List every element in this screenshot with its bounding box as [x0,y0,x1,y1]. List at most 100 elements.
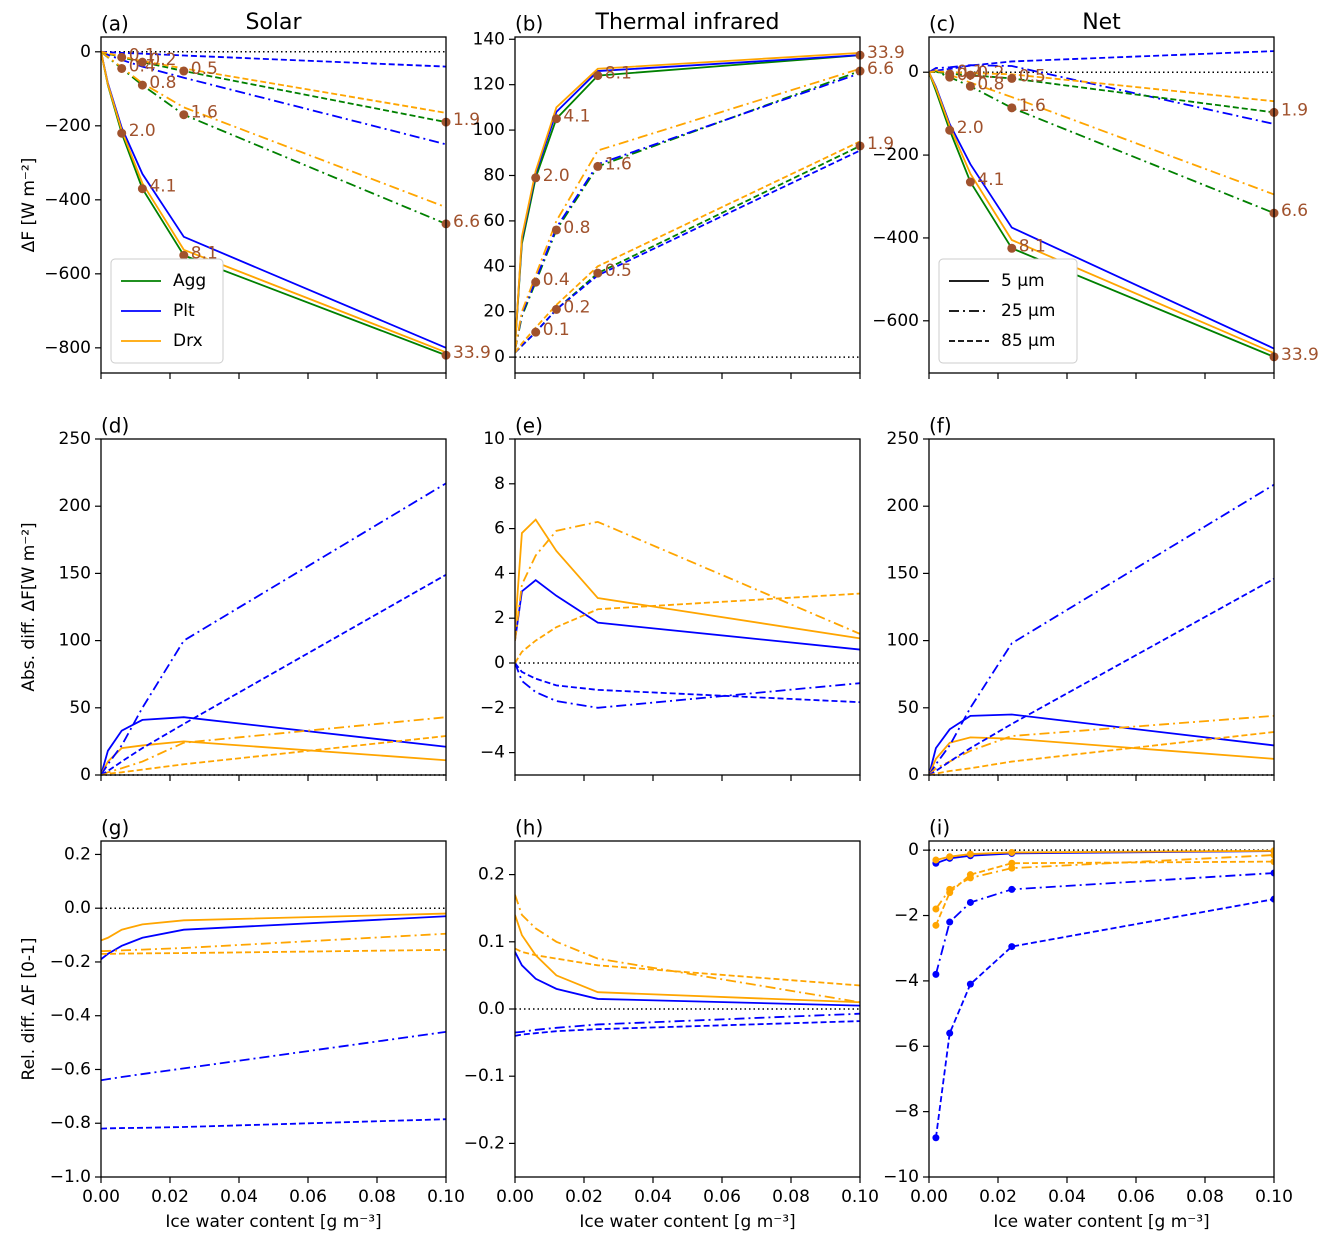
point-label: 8.1 [1019,236,1046,256]
y-axis-label: ΔF [W m⁻²] [19,158,39,253]
point-dot [593,268,603,278]
series-line [101,50,446,114]
point-dot [551,114,561,124]
y-tick-label: 0.1 [478,932,505,952]
legend-label: Agg [173,271,206,291]
y-tick-label: 40 [483,256,505,276]
point-label: 0.4 [543,270,570,290]
point-label: 6.6 [867,59,894,79]
y-tick-label: −0.8 [50,1113,91,1133]
point-dot [965,177,975,187]
point-label: 0.8 [563,218,590,238]
point-label: 8.1 [191,243,218,263]
x-axis-label: Ice water content [g m⁻³] [993,1212,1209,1232]
series-line [935,898,1274,1138]
point-label: 2.0 [129,121,156,141]
y-tick-label: 0 [80,765,91,785]
point-label: 4.1 [149,177,176,197]
x-tick-label: 0.10 [841,1187,879,1207]
x-tick-label: 0.06 [703,1187,741,1207]
series-line [515,947,860,987]
panel-label: (h) [515,816,543,840]
marker [932,970,940,978]
point-label: 0.1 [543,320,570,340]
series-line [515,662,860,704]
point-label: 0.8 [149,73,176,93]
series-line [101,735,446,775]
marker [966,980,974,988]
series-line [935,872,1274,975]
plot-area [101,50,446,357]
x-tick-label: 0.00 [910,1187,948,1207]
legend-box [938,258,1078,364]
point-label: 2.0 [957,118,984,138]
point-dot [945,125,955,135]
legend-label: Plt [173,301,195,321]
y-tick-label: 200 [59,496,91,516]
point-label: 0.2 [977,63,1004,83]
series-line [929,64,1274,125]
y-tick-label: −0.4 [50,1006,91,1026]
x-tick-label: 0.04 [1048,1187,1086,1207]
series-line [515,914,860,1004]
series-line [515,51,860,346]
point-dot [117,128,127,138]
y-tick-label: 140 [473,29,505,49]
series-line [101,932,446,953]
series-line [929,713,1274,775]
series-line [929,714,1274,775]
marker [1008,859,1016,867]
point-dot [1007,73,1017,83]
x-tick-label: 0.10 [427,1187,465,1207]
y-tick-label: 200 [887,496,919,516]
y-tick-label: −2 [480,698,505,718]
x-tick-label: 0.08 [772,1187,810,1207]
point-dot [137,184,147,194]
point-dot [137,57,147,67]
y-tick-label: −0.1 [464,1066,505,1086]
point-dot [1007,103,1017,113]
x-tick-label: 0.02 [565,1187,603,1207]
point-label: 0.5 [605,261,632,281]
marker [1008,885,1016,893]
y-tick-label: 0 [494,653,505,673]
series-line [515,145,860,354]
marker [966,871,974,879]
point-label: 1.6 [605,154,632,174]
y-tick-label: 150 [887,563,919,583]
marker [1270,858,1274,866]
x-tick-label: 0.02 [151,1187,189,1207]
series-line [935,860,1274,926]
y-tick-label: 20 [483,302,505,322]
panel-label: (d) [101,414,129,438]
y-tick-label: 6 [494,519,505,539]
point-label: 1.6 [191,103,218,123]
x-tick-label: 0.08 [1186,1187,1224,1207]
y-tick-label: −200 [44,116,91,136]
point-dot [945,69,955,79]
y-tick-label: −1.0 [50,1167,91,1187]
y-tick-label: 50 [897,698,919,718]
series-line [515,72,860,351]
y-tick-label: −10 [883,1167,919,1187]
point-label: 1.6 [1019,96,1046,116]
y-tick-label: −200 [872,145,919,165]
point-dot [551,304,561,314]
marker [1270,869,1274,877]
plot-area [515,518,860,709]
y-tick-label: 8 [494,474,505,494]
y-axis-label: Abs. diff. ΔF[W m⁻²] [19,522,39,691]
x-axis-label: Ice water content [g m⁻³] [579,1212,795,1232]
marker [946,853,954,861]
plot-area [515,894,860,1037]
series-line [101,50,446,146]
axes-frame [514,438,861,776]
point-dot [531,277,541,287]
y-tick-label: 120 [473,75,505,95]
point-dot [551,225,561,235]
series-line [929,70,1274,103]
point-dot [593,71,603,81]
point-dot [179,250,189,260]
series-line [515,578,860,651]
